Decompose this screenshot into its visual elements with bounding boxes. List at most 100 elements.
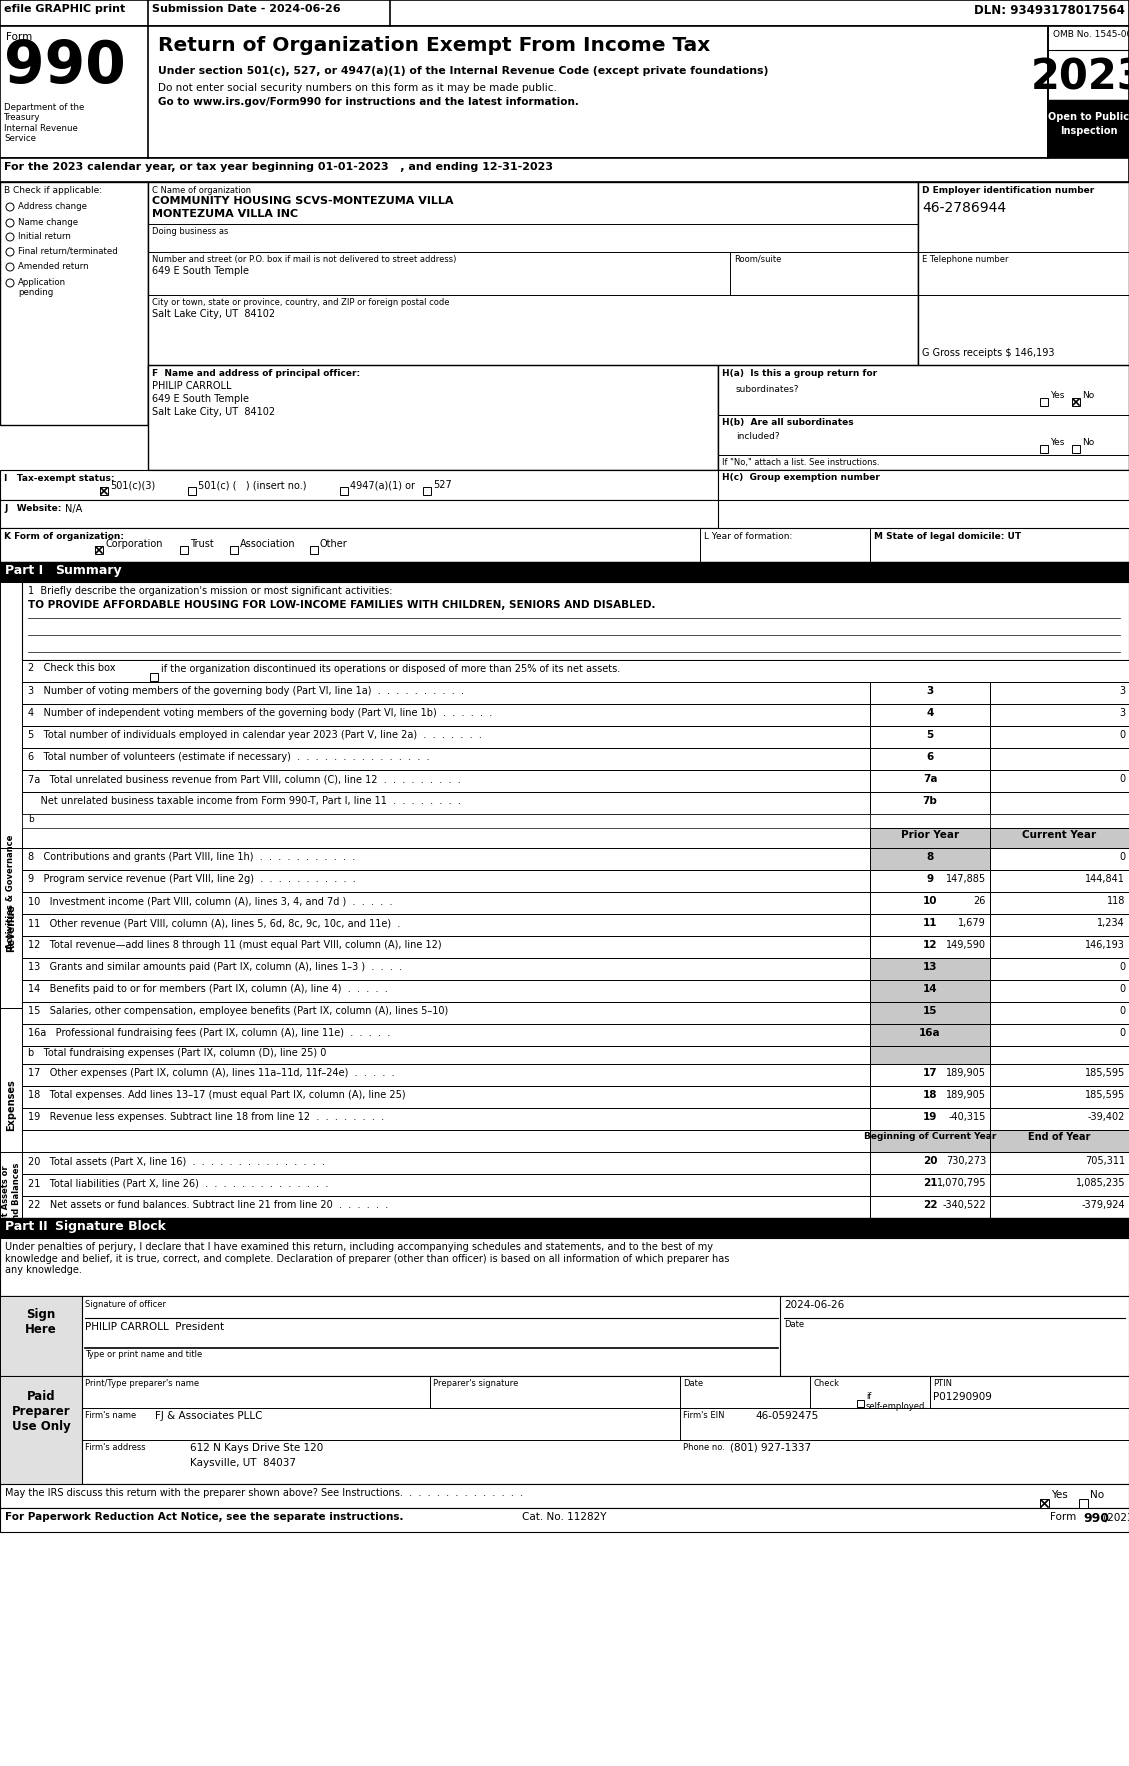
Bar (990, 1045, 1129, 1063)
Text: 18   Total expenses. Add lines 13–17 (must equal Part IX, column (A), line 25): 18 Total expenses. Add lines 13–17 (must… (28, 1090, 405, 1100)
Bar (1040, 1499, 1049, 1508)
Bar (0, 528, 1129, 562)
Text: 8: 8 (927, 851, 934, 862)
Bar (100, 487, 108, 494)
Text: 22   Net assets or fund balances. Subtract line 21 from line 20  .  .  .  .  .  : 22 Net assets or fund balances. Subtract… (28, 1201, 388, 1210)
Text: OMB No. 1545-0047: OMB No. 1545-0047 (1053, 30, 1129, 39)
Text: Check: Check (813, 1379, 839, 1388)
Text: K Form of organization:: K Form of organization: (5, 532, 124, 540)
Bar (150, 673, 158, 682)
Bar (990, 705, 1129, 726)
Text: Open to Public: Open to Public (1049, 111, 1129, 122)
Text: G Gross receipts $ 146,193: G Gross receipts $ 146,193 (922, 348, 1054, 358)
Text: 4   Number of independent voting members of the governing body (Part VI, line 1b: 4 Number of independent voting members o… (28, 708, 492, 719)
Bar (0, 157, 1129, 182)
Text: 185,595: 185,595 (1085, 1090, 1124, 1100)
Text: 0: 0 (1119, 851, 1124, 862)
Text: L Year of formation:: L Year of formation: (704, 532, 793, 540)
Text: Department of the
Treasury
Internal Revenue
Service: Department of the Treasury Internal Reve… (5, 102, 85, 143)
Bar (990, 1151, 1129, 1174)
Text: For Paperwork Reduction Act Notice, see the separate instructions.: For Paperwork Reduction Act Notice, see … (5, 1512, 403, 1522)
Text: Yes: Yes (1050, 438, 1065, 447)
Text: b: b (28, 814, 34, 825)
Text: 11   Other revenue (Part VIII, column (A), lines 5, 6d, 8c, 9c, 10c, and 11e)  .: 11 Other revenue (Part VIII, column (A),… (28, 918, 401, 927)
Text: subordinates?: subordinates? (736, 385, 799, 394)
Text: No: No (1082, 390, 1094, 401)
Text: Form: Form (6, 32, 33, 42)
Text: Date: Date (784, 1319, 804, 1330)
Text: No: No (1082, 438, 1094, 447)
Text: 4947(a)(1) or: 4947(a)(1) or (350, 480, 415, 489)
Bar (21, 957, 870, 980)
Bar (870, 848, 990, 871)
Text: Preparer's signature: Preparer's signature (434, 1379, 518, 1388)
Bar (0, 583, 21, 1203)
Text: included?: included? (736, 433, 780, 442)
Text: 2023: 2023 (1031, 57, 1129, 97)
Text: 11: 11 (922, 918, 937, 927)
Text: Final return/terminated: Final return/terminated (18, 247, 117, 256)
Text: Beginning of Current Year: Beginning of Current Year (864, 1132, 996, 1141)
Text: Part I: Part I (5, 563, 43, 577)
Text: 0: 0 (1119, 729, 1124, 740)
Text: 7b: 7b (922, 796, 937, 805)
Text: 649 E South Temple: 649 E South Temple (152, 267, 250, 275)
Text: 1,070,795: 1,070,795 (936, 1178, 986, 1189)
Text: Date: Date (683, 1379, 703, 1388)
Bar (21, 1174, 870, 1196)
Text: Firm's name: Firm's name (85, 1411, 137, 1420)
Bar (990, 814, 1129, 828)
Text: H(b)  Are all subordinates: H(b) Are all subordinates (723, 419, 854, 427)
Text: 9   Program service revenue (Part VIII, line 2g)  .  .  .  .  .  .  .  .  .  .  : 9 Program service revenue (Part VIII, li… (28, 874, 356, 885)
Bar (870, 1086, 990, 1107)
Text: Trust: Trust (190, 539, 213, 549)
Bar (21, 1151, 870, 1174)
Text: 12: 12 (922, 940, 937, 950)
Text: 501(c)(3): 501(c)(3) (110, 480, 156, 489)
Bar (870, 892, 990, 915)
Bar (1073, 445, 1080, 454)
Bar (0, 1238, 1129, 1296)
Bar (21, 770, 870, 791)
Text: M State of legal domicile: UT: M State of legal domicile: UT (874, 532, 1021, 540)
Text: Number and street (or P.O. box if mail is not delivered to street address): Number and street (or P.O. box if mail i… (152, 254, 456, 263)
Text: 3: 3 (1119, 708, 1124, 719)
Text: 16a: 16a (919, 1028, 940, 1038)
Text: 1,234: 1,234 (1097, 918, 1124, 927)
Bar (990, 1130, 1129, 1151)
Bar (0, 1008, 21, 1203)
Bar (870, 791, 990, 814)
Bar (0, 1151, 21, 1241)
Bar (990, 957, 1129, 980)
Bar (21, 726, 870, 749)
Bar (990, 871, 1129, 892)
Text: 3   Number of voting members of the governing body (Part VI, line 1a)  .  .  .  : 3 Number of voting members of the govern… (28, 685, 464, 696)
Text: Cat. No. 11282Y: Cat. No. 11282Y (522, 1512, 606, 1522)
Text: Go to www.irs.gov/Form990 for instructions and the latest information.: Go to www.irs.gov/Form990 for instructio… (158, 97, 579, 108)
Text: Doing business as: Doing business as (152, 228, 228, 237)
Text: 16a   Professional fundraising fees (Part IX, column (A), line 11e)  .  .  .  . : 16a Professional fundraising fees (Part … (28, 1028, 391, 1038)
Text: 3: 3 (927, 685, 934, 696)
Bar (21, 1196, 870, 1219)
Text: 144,841: 144,841 (1085, 874, 1124, 885)
Bar (1079, 1499, 1088, 1508)
Text: Yes: Yes (1050, 390, 1065, 401)
Text: 3: 3 (1119, 685, 1124, 696)
Text: 7a: 7a (922, 774, 937, 784)
Text: 18: 18 (922, 1090, 937, 1100)
Bar (148, 182, 918, 426)
Bar (870, 682, 990, 705)
Bar (870, 726, 990, 749)
Bar (180, 546, 189, 555)
Bar (21, 848, 870, 871)
Bar (0, 1376, 82, 1483)
Text: 7a   Total unrelated business revenue from Part VIII, column (C), line 12  .  . : 7a Total unrelated business revenue from… (28, 774, 461, 784)
Text: 0: 0 (1119, 984, 1124, 994)
Bar (310, 546, 318, 555)
Bar (990, 1063, 1129, 1086)
Bar (870, 980, 990, 1001)
Text: 10: 10 (922, 895, 937, 906)
Text: 4: 4 (926, 708, 934, 719)
Text: PHILIP CARROLL: PHILIP CARROLL (152, 381, 231, 390)
Text: 730,273: 730,273 (946, 1157, 986, 1166)
